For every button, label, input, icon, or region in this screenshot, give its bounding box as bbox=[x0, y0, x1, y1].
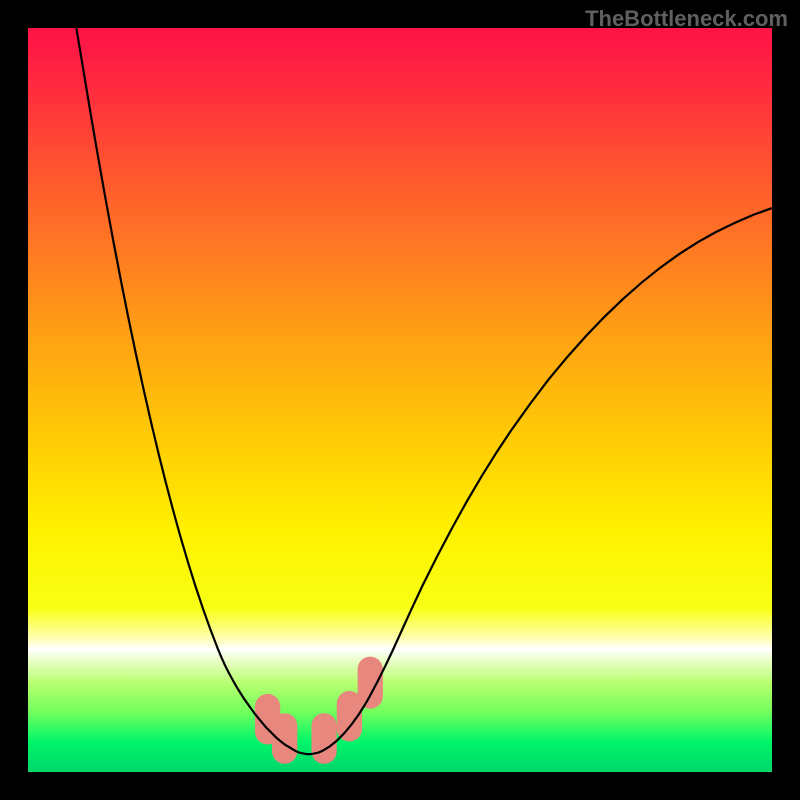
chart-area bbox=[28, 28, 772, 772]
watermark-text: TheBottleneck.com bbox=[585, 6, 788, 32]
chart-svg bbox=[28, 28, 772, 772]
chart-background bbox=[28, 28, 772, 772]
